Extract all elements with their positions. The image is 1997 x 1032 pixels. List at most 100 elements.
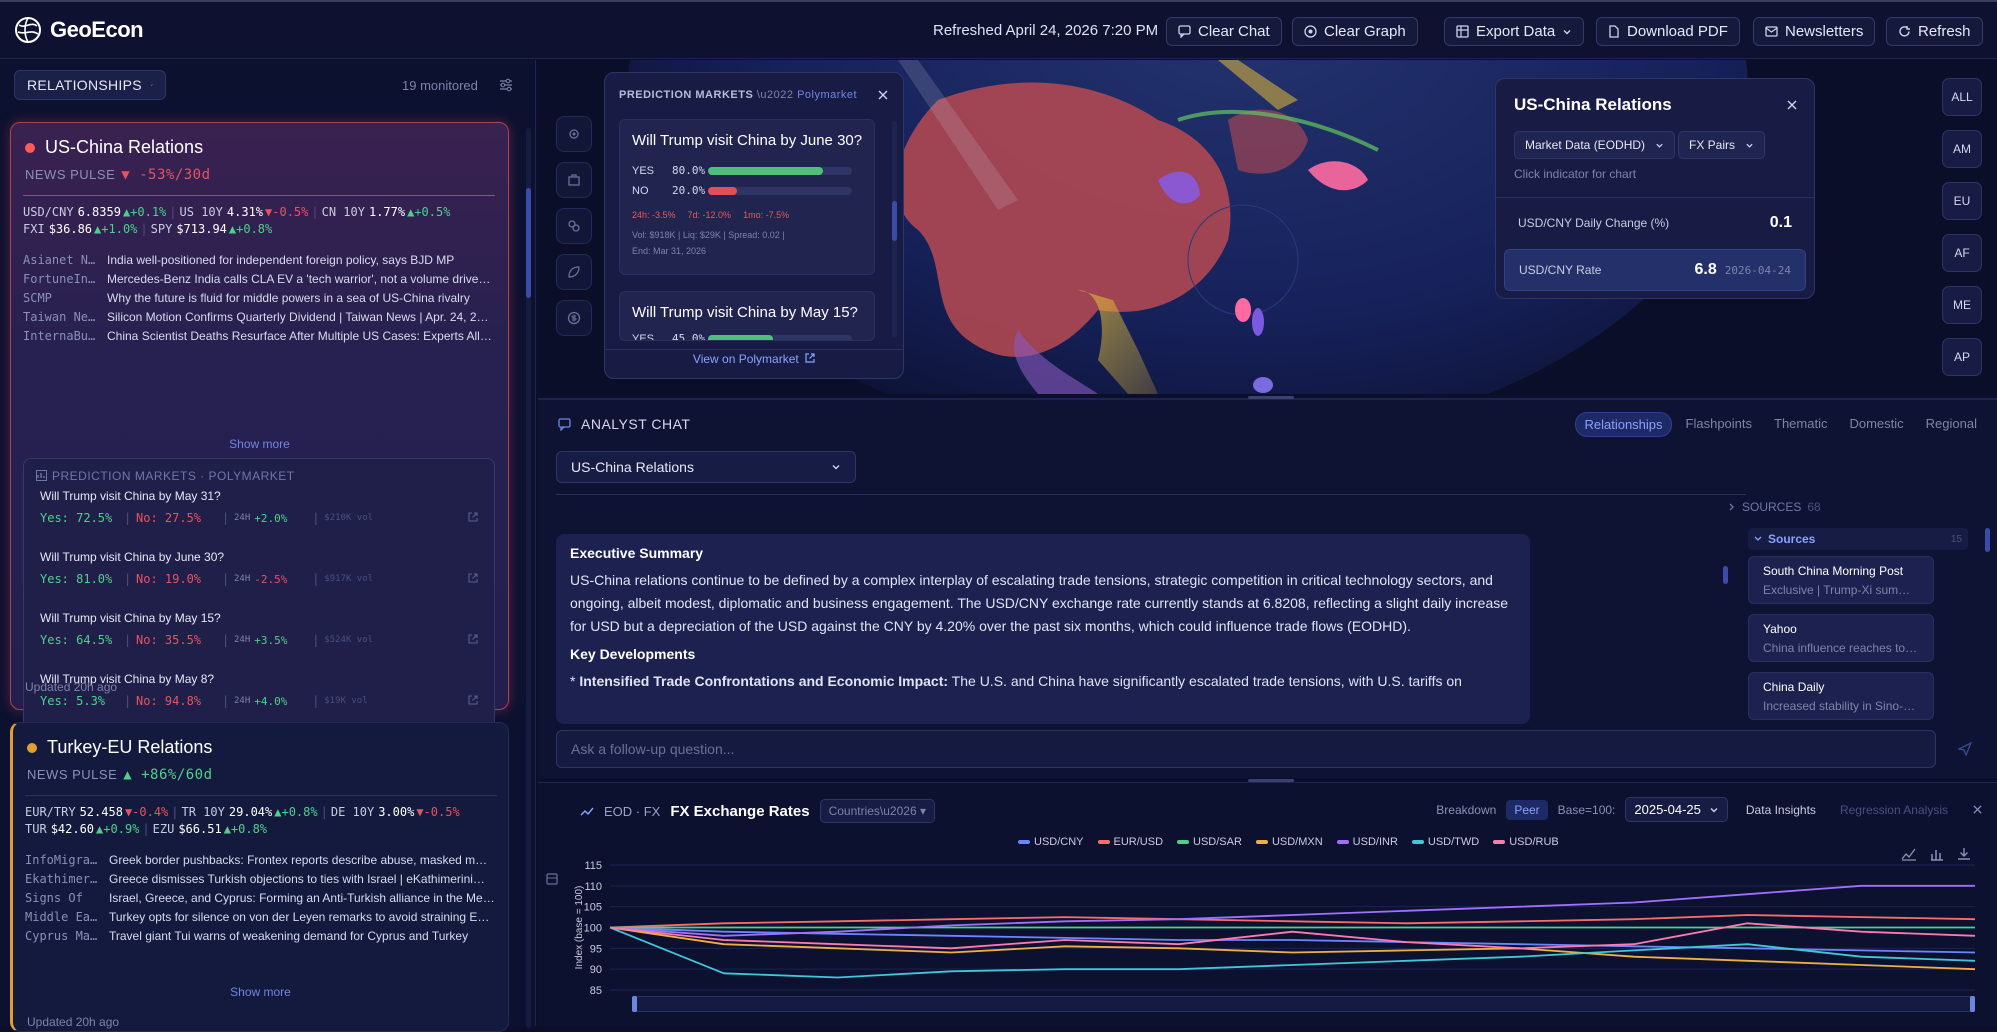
source-card[interactable]: Yahoo China influence reaches to Iowa; o… xyxy=(1748,614,1934,662)
source-card[interactable]: China Daily Increased stability in Sino-U… xyxy=(1748,672,1934,720)
series-line-usd-inr[interactable] xyxy=(609,884,1975,937)
external-link-icon[interactable] xyxy=(468,511,480,525)
export-data-button[interactable]: Export Data xyxy=(1444,17,1585,46)
peer-toggle[interactable]: Peer xyxy=(1506,799,1548,820)
clear-graph-button[interactable]: Clear Graph xyxy=(1292,17,1418,46)
region-button-eu[interactable]: EU xyxy=(1942,182,1982,220)
legend-item[interactable]: USD/RUB xyxy=(1493,836,1559,848)
data-source-dropdown[interactable]: Market Data (EODHD) xyxy=(1514,131,1676,159)
map-tool-dollar[interactable] xyxy=(556,300,592,336)
relationships-dropdown[interactable]: RELATIONSHIPS xyxy=(14,70,166,100)
tab-relationships[interactable]: Relationships xyxy=(1575,412,1672,437)
prediction-market-item[interactable]: Will Trump visit China by June 30? Yes: 8… xyxy=(40,550,480,586)
series-line-usd-rub[interactable] xyxy=(609,922,1976,950)
breakdown-toggle[interactable]: Breakdown xyxy=(1436,802,1497,817)
relationship-card-us-china[interactable]: US-China Relations NEWS PULSE ▼ -53%/30d … xyxy=(10,122,509,730)
newsletters-button[interactable]: Newsletters xyxy=(1753,17,1876,46)
prediction-market-item[interactable]: Will Trump visit China by May 15? Yes: 64… xyxy=(40,611,480,647)
series-line-usd-twd[interactable] xyxy=(609,926,1976,979)
scrollbar-thumb[interactable] xyxy=(1723,566,1728,584)
legend-item[interactable]: USD/CNY xyxy=(1018,836,1084,848)
map-tool-gear[interactable] xyxy=(556,116,592,152)
legend-item[interactable]: EUR/USD xyxy=(1097,836,1163,848)
regression-analysis-button[interactable]: Regression Analysis xyxy=(1839,802,1948,817)
date-range-slider[interactable] xyxy=(632,996,1975,1012)
series-line-eur-usd[interactable] xyxy=(609,914,1976,929)
source-card[interactable]: South China Morning Post Exclusive | Trum… xyxy=(1748,556,1934,604)
follow-up-input[interactable]: Ask a follow-up question... xyxy=(556,730,1936,768)
external-link-icon[interactable] xyxy=(468,633,480,647)
tab-domestic[interactable]: Domestic xyxy=(1849,416,1904,431)
line-chart-icon[interactable] xyxy=(1901,847,1917,861)
show-more-link[interactable]: Show more xyxy=(230,985,291,999)
sources-header[interactable]: SOURCES 68 xyxy=(1728,500,1821,514)
prediction-market-item[interactable]: Will Trump visit China by May 31? Yes: 72… xyxy=(40,489,480,525)
close-icon[interactable] xyxy=(877,89,889,101)
popup-market-card[interactable]: Will Trump visit China by June 30? YES 8… xyxy=(619,119,875,275)
news-item[interactable]: Taiwan Ne… Silicon Motion Confirms Quarte… xyxy=(23,310,503,324)
resize-handle[interactable] xyxy=(1248,396,1294,399)
slider-handle-end[interactable] xyxy=(1970,996,1975,1012)
refresh-button[interactable]: Refresh xyxy=(1886,17,1983,46)
countries-dropdown[interactable]: Countries\u2026 ▾ xyxy=(819,799,935,823)
map-tool-layers[interactable] xyxy=(556,208,592,244)
popup-market-card[interactable]: Will Trump visit China by May 15? YES 45… xyxy=(619,291,875,341)
tab-regional[interactable]: Regional xyxy=(1925,416,1977,431)
scrollbar-thumb[interactable] xyxy=(526,188,531,298)
view-on-polymarket-link[interactable]: View on Polymarket xyxy=(605,352,903,366)
resize-handle[interactable] xyxy=(1248,779,1294,782)
series-line-usd-cny[interactable] xyxy=(609,926,1976,954)
region-button-af[interactable]: AF xyxy=(1942,234,1982,272)
news-item[interactable]: Asianet N… India well-positioned for inde… xyxy=(23,253,503,267)
news-item[interactable]: InternaBu… China Scientist Deaths Resurfa… xyxy=(23,329,503,343)
data-insights-button[interactable]: Data Insights xyxy=(1745,802,1816,817)
popup-scrollbar[interactable] xyxy=(892,121,897,337)
region-button-me[interactable]: ME xyxy=(1942,286,1982,324)
news-item[interactable]: SCMP Why the future is fluid for middle p… xyxy=(23,291,503,305)
base-date-dropdown[interactable]: 2025-04-25 xyxy=(1625,797,1728,822)
show-more-link[interactable]: Show more xyxy=(229,437,290,451)
slider-handle-start[interactable] xyxy=(632,996,637,1012)
topic-dropdown[interactable]: US-China Relations xyxy=(556,451,856,483)
tab-thematic[interactable]: Thematic xyxy=(1774,416,1828,431)
external-link-icon[interactable] xyxy=(468,694,480,708)
legend-item[interactable]: USD/TWD xyxy=(1411,836,1479,848)
legend-item[interactable]: USD/MXN xyxy=(1255,836,1323,848)
table-view-icon[interactable] xyxy=(546,873,558,885)
news-item[interactable]: Ekathimer… Greece dismisses Turkish objec… xyxy=(25,872,505,886)
scrollbar-thumb[interactable] xyxy=(1985,528,1990,552)
prediction-market-item[interactable]: Will Trump visit China by May 8? Yes: 5.3… xyxy=(40,672,480,708)
sources-scrollbar[interactable] xyxy=(1985,528,1990,718)
filter-sliders-icon[interactable] xyxy=(498,77,514,93)
tab-flashpoints[interactable]: Flashpoints xyxy=(1685,416,1753,431)
legend-item[interactable]: USD/SAR xyxy=(1177,836,1242,848)
close-icon[interactable] xyxy=(1786,99,1798,111)
bar-chart-icon[interactable] xyxy=(1930,847,1944,861)
series-line-usd-mxn[interactable] xyxy=(609,926,1976,971)
map-tool-building[interactable] xyxy=(556,162,592,198)
indicator-group-dropdown[interactable]: FX Pairs xyxy=(1678,131,1766,159)
scrollbar-thumb[interactable] xyxy=(892,201,897,241)
download-icon[interactable] xyxy=(1957,847,1971,861)
indicator-row-selected[interactable]: USD/CNY Rate 6.8 2026-04-24 xyxy=(1504,249,1806,291)
news-item[interactable]: Middle Ea… Turkey opts for silence on von… xyxy=(25,910,505,924)
region-button-all[interactable]: ALL xyxy=(1942,78,1982,116)
map-tool-leaf[interactable] xyxy=(556,254,592,290)
clear-chat-button[interactable]: Clear Chat xyxy=(1166,17,1282,46)
legend-item[interactable]: USD/INR xyxy=(1336,836,1398,848)
region-button-am[interactable]: AM xyxy=(1942,130,1982,168)
external-link-icon[interactable] xyxy=(468,572,480,586)
news-item[interactable]: FortuneIn… Mercedes-Benz India calls CLA … xyxy=(23,272,503,286)
news-item[interactable]: Signs Of Israel, Greece, and Cyprus: Form… xyxy=(25,891,505,905)
download-pdf-button[interactable]: Download PDF xyxy=(1596,17,1740,46)
panel-scrollbar[interactable] xyxy=(526,128,531,1028)
chat-scrollbar[interactable] xyxy=(1723,496,1728,716)
news-item[interactable]: Cyprus Ma… Travel giant Tui warns of weak… xyxy=(25,929,505,943)
send-button[interactable] xyxy=(1946,730,1984,768)
news-item[interactable]: InfoMigra… Greek border pushbacks: Fronte… xyxy=(25,853,505,867)
indicator-row[interactable]: USD/CNY Daily Change (%) 0.1 xyxy=(1504,203,1806,243)
relationship-card-turkey-eu[interactable]: Turkey-EU Relations NEWS PULSE ▲ +86%/60d… xyxy=(10,722,509,1032)
close-icon[interactable] xyxy=(1972,804,1983,815)
region-button-ap[interactable]: AP xyxy=(1942,338,1982,376)
app-logo[interactable]: GeoEcon xyxy=(14,16,144,44)
